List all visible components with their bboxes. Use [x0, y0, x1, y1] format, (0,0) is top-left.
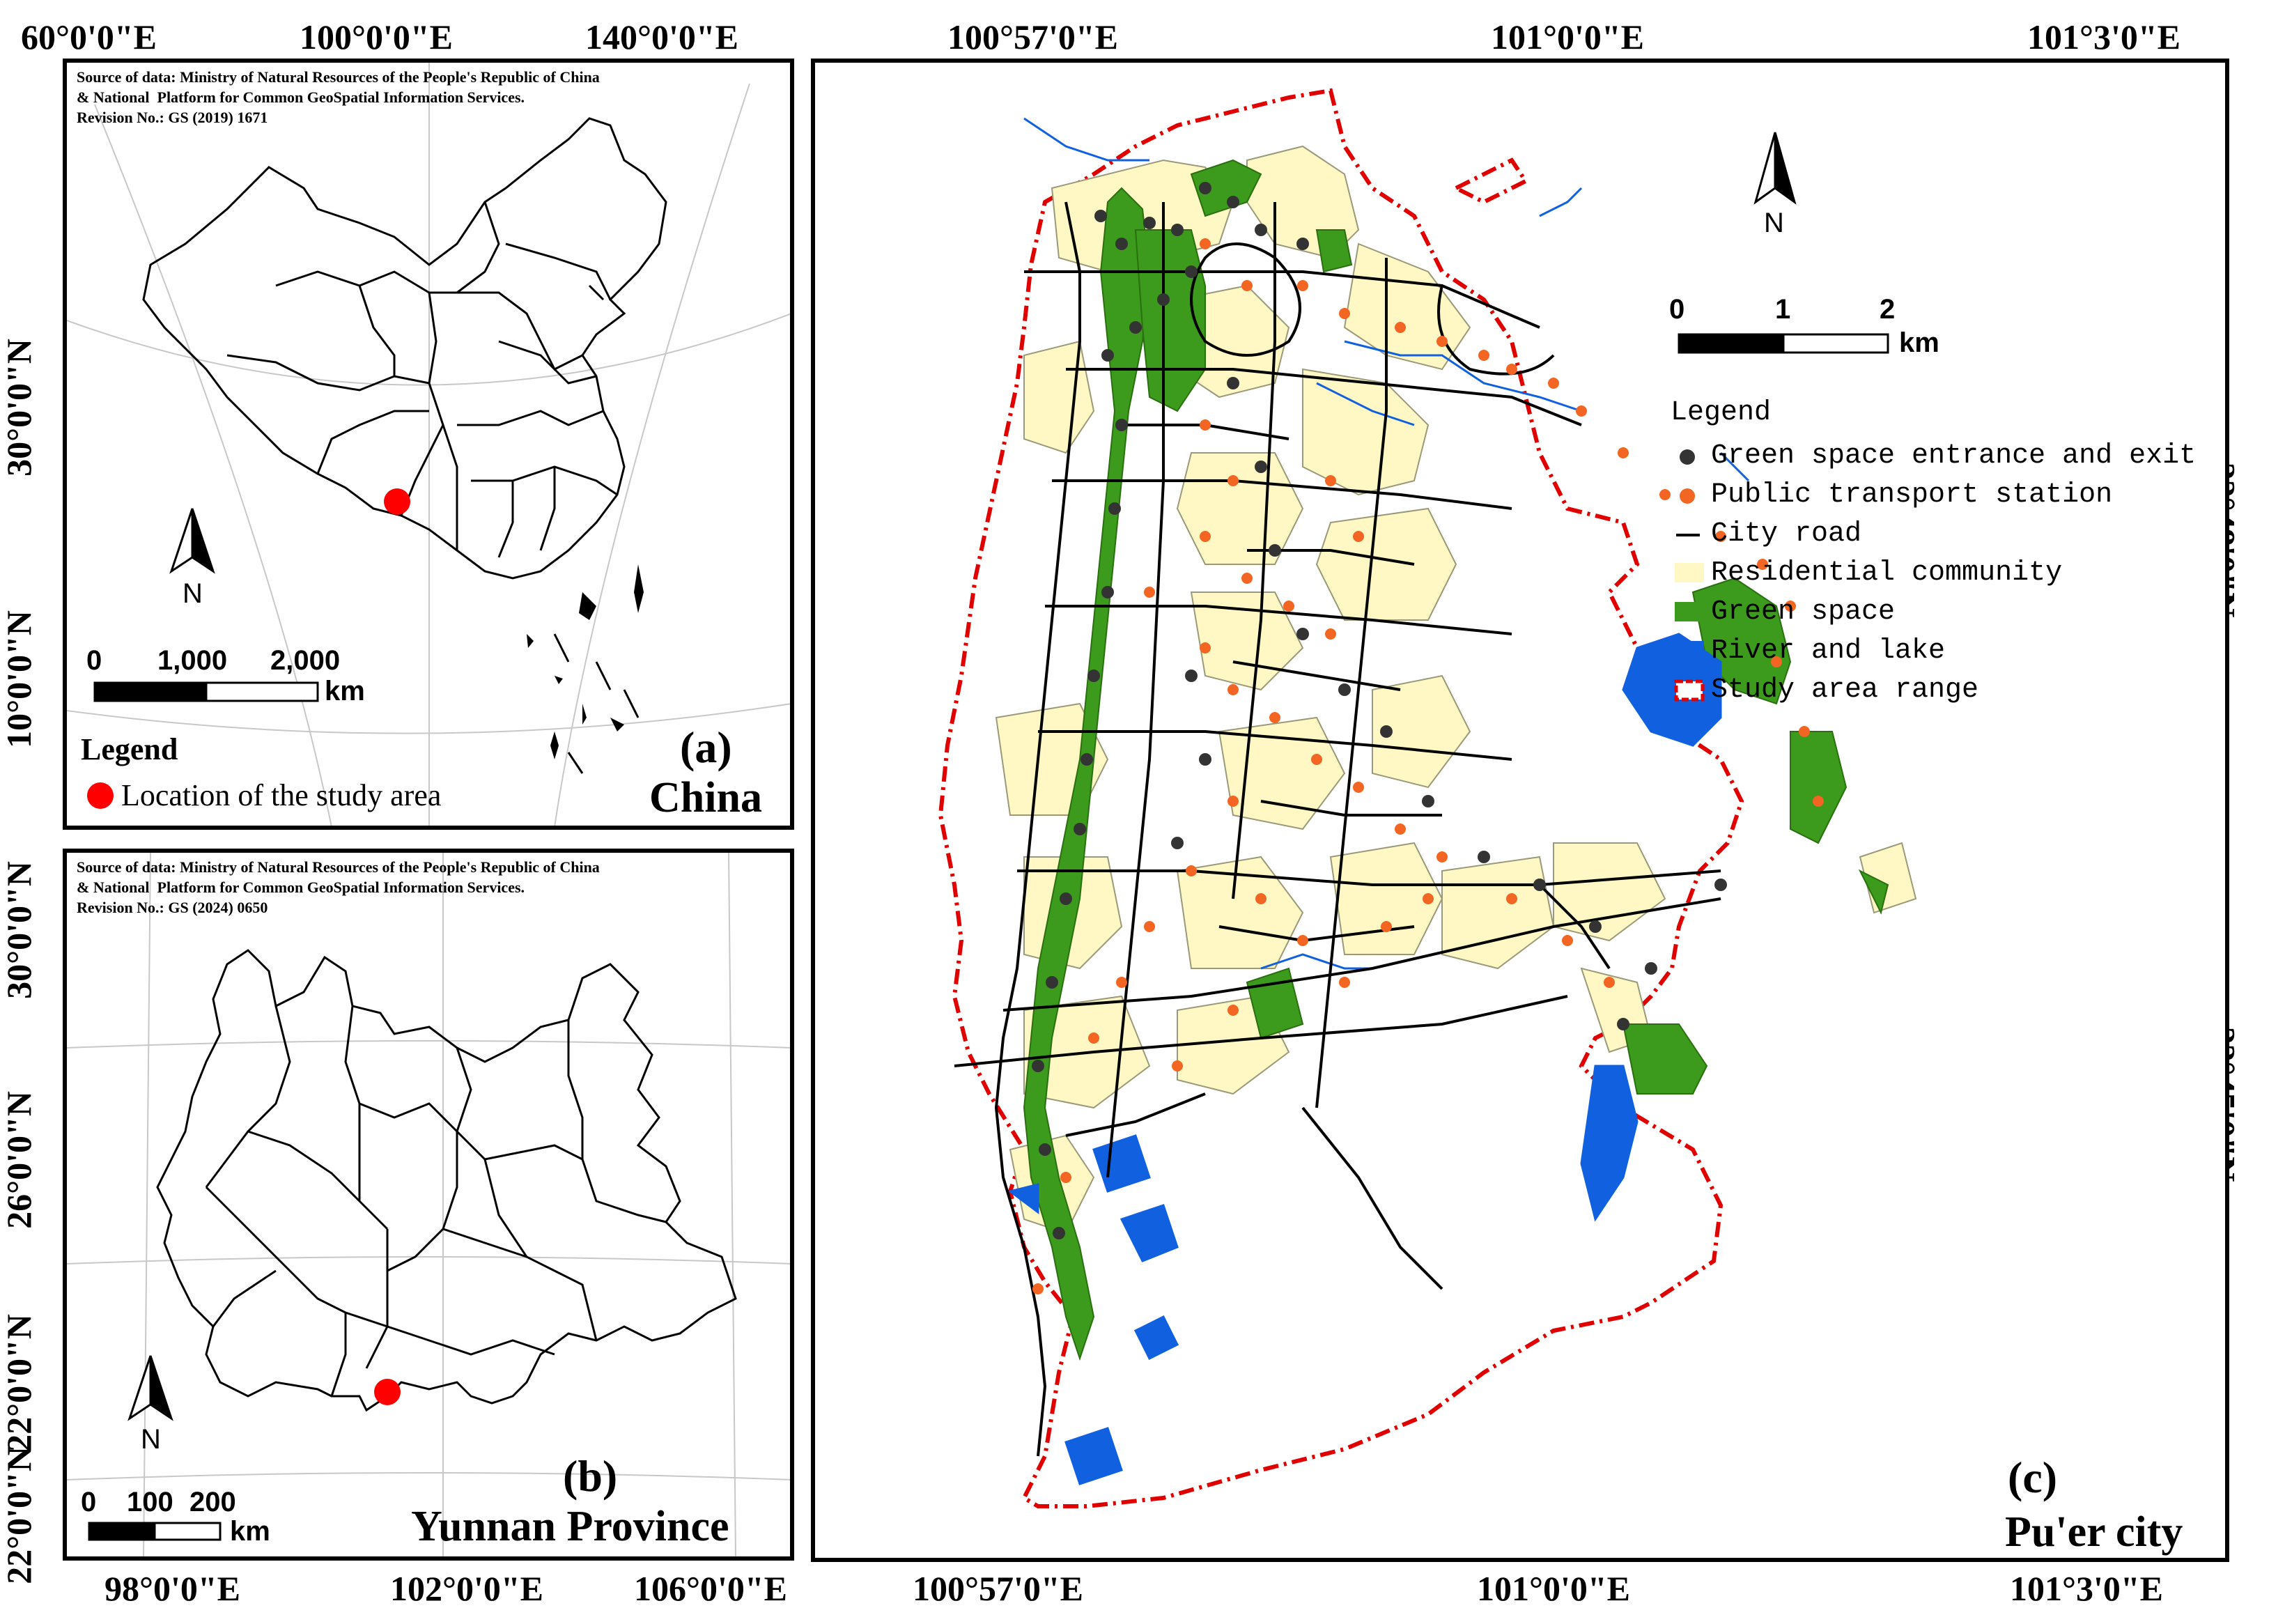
panel-name-yunnan: Yunnan Province [411, 1503, 729, 1550]
scale-label-china-2: 2,000 [270, 645, 341, 676]
scale-label-yunnan-2: 200 [189, 1487, 236, 1517]
scale-label-china-1: 1,000 [157, 645, 228, 676]
scale-label-puer-1: 1 [1775, 294, 1791, 325]
coord-a-left-3: 30°0'0"N [0, 861, 38, 999]
coord-b-bottom-1: 98°0'0"E [104, 1569, 240, 1608]
north-label-yunnan: N [141, 1424, 161, 1455]
legend-item-residential: Residential community [1711, 557, 2063, 589]
source-note-yunnan: Source of data: Ministry of Natural Reso… [77, 858, 600, 916]
green-space-entrances [1032, 182, 1727, 1239]
coord-b-left-3: 22°0'0"N [0, 1446, 38, 1584]
legend-symbols-puer [1674, 449, 1705, 702]
legend-item-entrance: Green space entrance and exit [1711, 440, 2197, 472]
coord-c-top-2: 101°0'0"E [1491, 17, 1644, 56]
coord-b-bottom-3: 106°0'0"E [634, 1569, 787, 1608]
legend-item-road: City road [1711, 518, 1862, 550]
panel-name-puer: Pu'er city [2005, 1508, 2183, 1556]
panel-name-china: China [649, 774, 762, 821]
legend-marker-icon [87, 782, 114, 809]
panel-puer: N 0 1 2 km Legend Green space entrance a… [811, 59, 2229, 1562]
scale-label-puer-2: 2 [1880, 294, 1896, 325]
scale-bar-yunnan [88, 1522, 222, 1541]
legend-item-transport: Public transport station [1711, 479, 2113, 511]
scale-unit-puer: km [1899, 327, 1939, 358]
panel-china: Source of data: Ministry of Natural Reso… [63, 59, 794, 830]
north-label-china: N [183, 578, 203, 609]
study-area-marker-china [384, 488, 410, 515]
coord-a-top-1: 60°0'0"E [21, 17, 157, 56]
scale-unit-yunnan: km [230, 1516, 270, 1547]
coord-c-bottom-3: 101°3'0"E [2010, 1569, 2163, 1608]
scale-label-china-0: 0 [86, 645, 102, 676]
coord-b-left-1: 26°0'0"N [0, 1091, 38, 1229]
transport-stations [1032, 238, 1824, 1294]
scale-label-yunnan-0: 0 [81, 1487, 97, 1517]
legend-item-study-area: Location of the study area [121, 778, 442, 812]
legend-title-china: Legend [81, 732, 178, 766]
coord-a-left-2: 10°0'0"N [0, 610, 38, 748]
coord-b-left-2: 22°0'0"N [0, 1314, 38, 1452]
legend-title-puer: Legend [1671, 397, 1772, 428]
coord-c-top-3: 101°3'0"E [2027, 17, 2181, 56]
scale-label-puer-0: 0 [1669, 294, 1685, 325]
north-arrow-yunnan-icon [127, 1355, 173, 1421]
panel-yunnan: Source of data: Ministry of Natural Reso… [63, 849, 794, 1561]
china-map [67, 63, 790, 826]
puer-city-map [938, 88, 1917, 1508]
study-area-marker-yunnan [374, 1379, 401, 1405]
coord-c-top-1: 100°57'0"E [947, 17, 1118, 56]
legend-item-green: Green space [1711, 596, 1896, 628]
panel-letter-a: (a) [680, 722, 732, 772]
north-arrow-puer-icon [1753, 132, 1797, 205]
scale-bar-puer [1678, 333, 1889, 354]
coord-c-bottom-2: 101°0'0"E [1477, 1569, 1630, 1608]
coord-a-top-3: 140°0'0"E [585, 17, 738, 56]
study-area-boundary [938, 88, 1744, 1508]
legend-item-river: River and lake [1711, 635, 1946, 667]
coord-a-left-1: 30°0'0"N [0, 339, 38, 477]
panel-letter-c: (c) [2008, 1453, 2058, 1502]
north-arrow-china-icon [169, 508, 215, 574]
coord-c-bottom-1: 100°57'0"E [913, 1569, 1083, 1608]
scale-unit-china: km [325, 676, 365, 706]
coord-b-bottom-2: 102°0'0"E [390, 1569, 543, 1608]
legend-item-study-range: Study area range [1711, 674, 1979, 706]
panel-letter-b: (b) [563, 1451, 618, 1501]
north-label-puer: N [1764, 208, 1784, 238]
source-note-china: Source of data: Ministry of Natural Reso… [77, 68, 600, 126]
scale-bar-china [93, 681, 319, 702]
coord-a-top-2: 100°0'0"E [300, 17, 453, 56]
scale-label-yunnan-1: 100 [127, 1487, 173, 1517]
yunnan-map [67, 853, 790, 1556]
